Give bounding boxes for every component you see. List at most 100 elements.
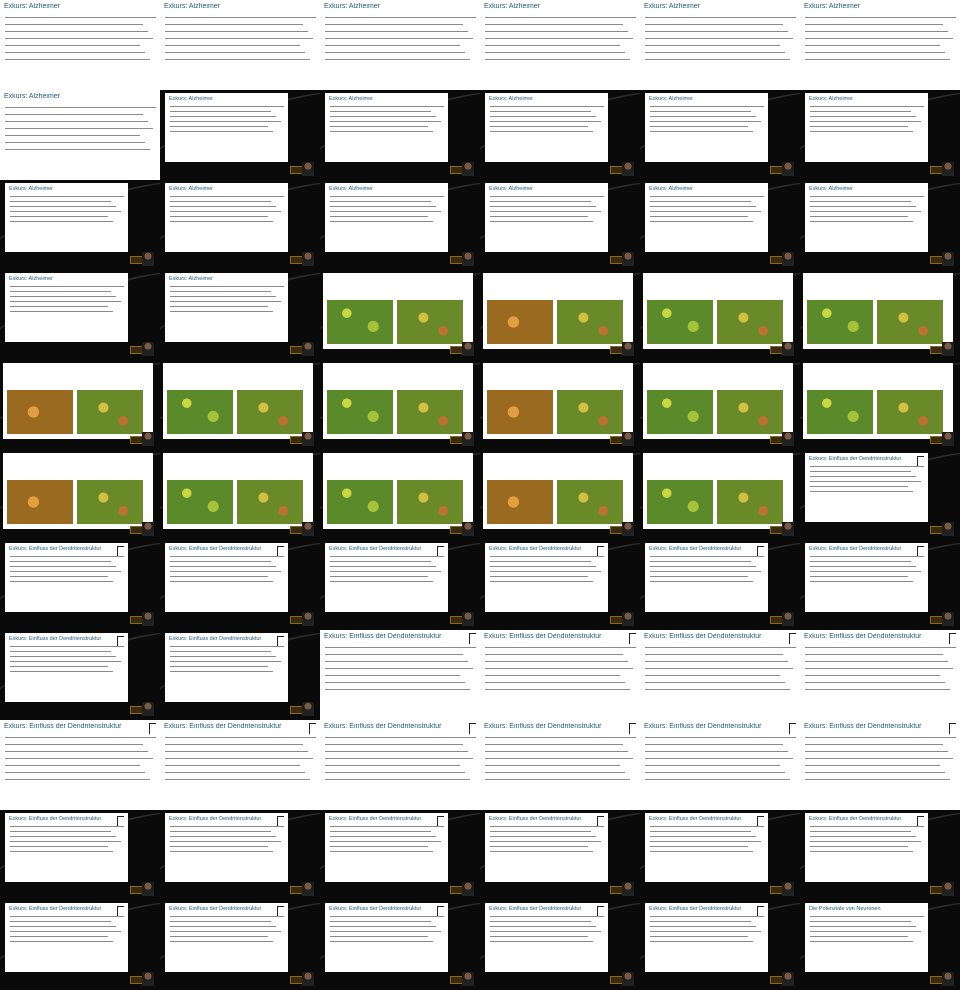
bullet-line (650, 571, 761, 572)
video-frame: Exkurs: Einfluss der Dendritenstruktur (640, 720, 800, 810)
bullet-line (170, 926, 276, 927)
bullet-line (645, 779, 790, 780)
bullet-line (5, 149, 150, 150)
bullet-line (5, 24, 143, 25)
slide-title: Exkurs: Einfluss der Dendritenstruktur (649, 816, 742, 822)
bullet-line (330, 941, 433, 942)
slide-title: Exkurs: Einfluss der Dendritenstruktur (169, 906, 262, 912)
bullet-line (810, 941, 913, 942)
university-logo (789, 633, 796, 644)
bullet-line (170, 581, 273, 582)
bullet-line (805, 17, 956, 18)
bullet-line (490, 561, 591, 562)
slide-title: Exkurs: Alzheimer (169, 96, 214, 102)
microscopy-image (77, 390, 143, 434)
slide-title: Exkurs: Einfluss der Dendritenstruktur (9, 636, 102, 642)
video-frame (480, 360, 640, 450)
speaker-webcam (142, 702, 154, 716)
bullet-line (5, 59, 150, 60)
bullet-line (330, 221, 433, 222)
bullet-line (810, 486, 908, 487)
video-frame: Die Potenziale von Neuronen (800, 900, 960, 990)
bullet-line (330, 841, 441, 842)
bullet-line (5, 142, 145, 143)
bullet-line (490, 936, 588, 937)
bullet-line (170, 651, 271, 652)
university-logo (277, 546, 284, 557)
video-frame: Exkurs: Einfluss der Dendritenstruktur (640, 900, 800, 990)
bullet-line (10, 216, 108, 217)
bullet-line (805, 668, 953, 669)
bullet-line (650, 916, 764, 917)
video-frame: Exkurs: Einfluss der Dendritenstruktur (640, 540, 800, 630)
bullet-line (805, 772, 945, 773)
slide-title: Exkurs: Alzheimer (9, 276, 54, 282)
slide-title: Exkurs: Einfluss der Dendritenstruktur (9, 906, 102, 912)
slide: Exkurs: Einfluss der Dendritenstruktur (165, 813, 288, 882)
university-logo (469, 723, 476, 734)
bullet-line (170, 831, 271, 832)
university-logo (437, 906, 444, 917)
bullet-line (330, 931, 441, 932)
video-frame (320, 270, 480, 360)
video-frame: Exkurs: Einfluss der Dendritenstruktur (480, 900, 640, 990)
slide-title: Exkurs: Alzheimer (4, 3, 61, 10)
bullet-line (810, 111, 911, 112)
video-frame (640, 450, 800, 540)
bullet-line (490, 116, 596, 117)
slide-title: Exkurs: Alzheimer (649, 96, 694, 102)
slide: Exkurs: Alzheimer (485, 93, 608, 162)
microscopy-image (77, 480, 143, 524)
bullet-line (325, 765, 460, 766)
bullet-line (325, 45, 460, 46)
bullet-line (810, 216, 908, 217)
slide: Exkurs: Alzheimer (325, 93, 448, 162)
bullet-line (805, 59, 950, 60)
university-logo (949, 633, 956, 644)
video-frame: Exkurs: Einfluss der Dendritenstruktur (320, 630, 480, 720)
bullet-line (645, 45, 780, 46)
bullet-line (650, 131, 753, 132)
slide: Exkurs: Einfluss der Dendritenstruktur (5, 633, 128, 702)
bullet-line (325, 31, 468, 32)
bullet-line (330, 211, 441, 212)
bullet-line (165, 779, 310, 780)
speaker-webcam (462, 162, 474, 176)
bullet-line (645, 675, 780, 676)
video-frame: Exkurs: Einfluss der Dendritenstruktur (800, 540, 960, 630)
speaker-webcam (942, 522, 954, 536)
video-frame: Exkurs: Alzheimer (0, 270, 160, 360)
slide-title: Exkurs: Alzheimer (649, 186, 694, 192)
slide-title: Exkurs: Einfluss der Dendritenstruktur (804, 633, 922, 640)
bullet-line (5, 31, 148, 32)
bullet-line (170, 111, 271, 112)
university-logo (629, 723, 636, 734)
bullet-line (170, 221, 273, 222)
bullet-line (10, 286, 124, 287)
bullet-line (645, 758, 793, 759)
video-frame: Exkurs: Alzheimer (800, 0, 960, 90)
bullet-line (650, 201, 751, 202)
bullet-line (490, 121, 601, 122)
bullet-line (490, 941, 593, 942)
bullet-line (810, 581, 913, 582)
bullet-line (325, 779, 470, 780)
bullet-line (170, 291, 271, 292)
bullet-line (810, 131, 913, 132)
microscopy-image (7, 480, 73, 524)
bullet-line (170, 826, 284, 827)
bullet-line (165, 751, 308, 752)
slide: Exkurs: Einfluss der Dendritenstruktur (325, 543, 448, 612)
speaker-webcam (302, 972, 314, 986)
university-logo (789, 723, 796, 734)
speaker-webcam (782, 882, 794, 896)
bullet-line (170, 296, 276, 297)
slide-title: Exkurs: Einfluss der Dendritenstruktur (164, 723, 282, 730)
bullet-line (490, 211, 601, 212)
bullet-line (645, 38, 793, 39)
speaker-webcam (782, 432, 794, 446)
speaker-webcam (782, 522, 794, 536)
bullet-line (810, 826, 924, 827)
bullet-line (10, 651, 111, 652)
bullet-line (165, 765, 300, 766)
